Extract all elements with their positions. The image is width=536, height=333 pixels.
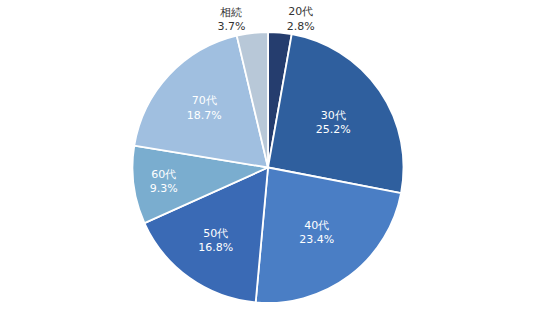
svg-text:相続3.7%: 相続3.7% [217,6,245,33]
svg-text:50代16.8%: 50代16.8% [198,227,233,254]
svg-text:70代18.7%: 70代18.7% [187,94,222,121]
svg-text:60代9.3%: 60代9.3% [150,168,178,195]
svg-text:20代2.8%: 20代2.8% [287,5,315,32]
svg-text:40代23.4%: 40代23.4% [299,219,334,246]
svg-text:30代25.2%: 30代25.2% [316,109,351,136]
